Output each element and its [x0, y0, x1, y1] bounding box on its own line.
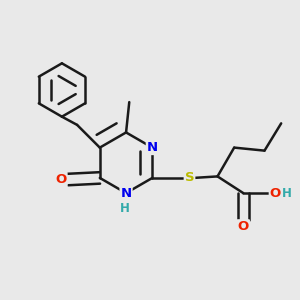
Text: N: N: [147, 141, 158, 154]
Text: O: O: [55, 173, 67, 186]
Text: O: O: [238, 220, 249, 233]
Text: H: H: [282, 187, 292, 200]
Text: N: N: [121, 187, 132, 200]
Text: O: O: [270, 187, 281, 200]
Text: H: H: [119, 202, 129, 215]
Text: S: S: [185, 171, 194, 184]
